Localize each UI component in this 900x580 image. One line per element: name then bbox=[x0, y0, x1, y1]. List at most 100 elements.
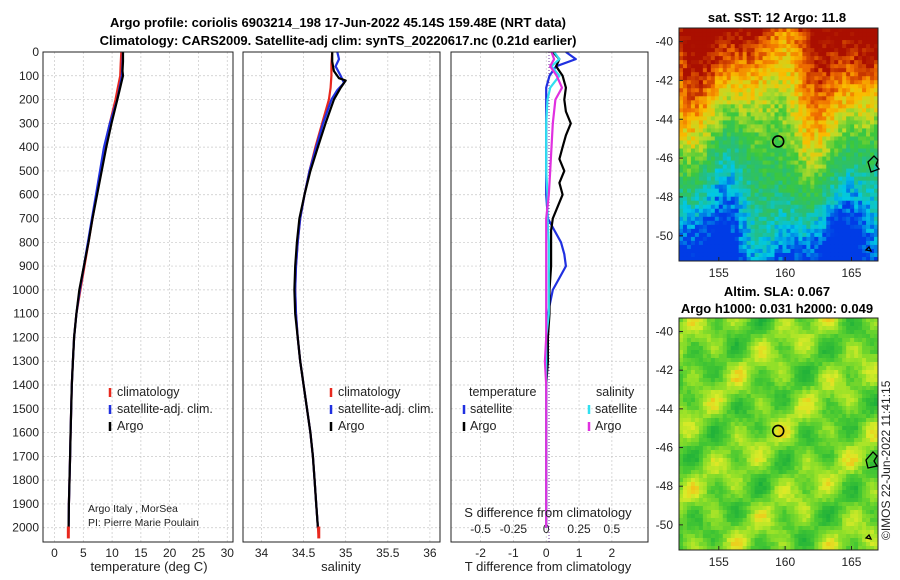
heatmap-cell bbox=[722, 104, 728, 109]
heatmap-cell bbox=[790, 382, 796, 387]
heatmap-cell bbox=[842, 394, 847, 399]
heatmap-cell bbox=[794, 370, 799, 375]
heatmap-cell bbox=[854, 236, 859, 242]
heatmap-cell bbox=[722, 88, 728, 93]
heatmap-cell bbox=[866, 108, 871, 113]
heatmap-cell bbox=[822, 462, 827, 467]
heatmap-cell bbox=[846, 354, 851, 359]
heatmap-cell bbox=[822, 326, 827, 331]
heatmap-cell bbox=[802, 176, 807, 182]
heatmap-cell bbox=[786, 196, 792, 202]
heatmap-cell bbox=[838, 402, 843, 407]
heatmap-cell bbox=[790, 224, 796, 230]
heatmap-cell bbox=[770, 96, 776, 101]
heatmap-cell bbox=[794, 216, 799, 222]
heatmap-cell bbox=[766, 426, 772, 431]
heatmap-cell bbox=[838, 422, 843, 427]
heatmap-cell bbox=[850, 402, 855, 407]
heatmap-cell bbox=[842, 160, 847, 166]
heatmap-cell bbox=[862, 354, 867, 359]
heatmap-cell bbox=[846, 454, 851, 459]
heatmap-cell bbox=[818, 32, 823, 37]
heatmap-cell bbox=[730, 64, 736, 69]
heatmap-cell bbox=[806, 462, 811, 467]
heatmap-cell bbox=[850, 128, 855, 134]
heatmap-cell bbox=[750, 172, 756, 178]
heatmap-cell bbox=[754, 136, 760, 142]
heatmap-cell bbox=[730, 120, 736, 126]
heatmap-cell bbox=[802, 406, 807, 411]
heatmap-cell bbox=[698, 386, 704, 391]
heatmap-cell bbox=[758, 216, 764, 222]
heatmap-cell bbox=[679, 148, 684, 154]
heatmap-cell bbox=[686, 148, 692, 154]
heatmap-cell bbox=[802, 100, 807, 105]
heatmap-cell bbox=[798, 422, 803, 427]
heatmap-cell bbox=[866, 40, 871, 45]
heatmap-cell bbox=[866, 144, 871, 150]
heatmap-cell bbox=[834, 204, 839, 210]
heatmap-cell bbox=[830, 100, 835, 105]
heatmap-cell bbox=[802, 374, 807, 379]
heatmap-cell bbox=[834, 196, 839, 202]
heatmap-cell bbox=[854, 422, 859, 427]
heatmap-cell bbox=[718, 68, 724, 73]
heatmap-cell bbox=[870, 366, 875, 371]
heatmap-cell bbox=[814, 406, 819, 411]
heatmap-cell bbox=[686, 374, 692, 379]
heatmap-cell bbox=[698, 438, 704, 443]
heatmap-cell bbox=[774, 160, 780, 166]
heatmap-cell bbox=[794, 232, 799, 238]
heatmap-cell bbox=[834, 36, 839, 41]
heatmap-cell bbox=[738, 72, 744, 77]
heatmap-cell bbox=[778, 418, 784, 423]
heatmap-cell bbox=[870, 128, 875, 134]
heatmap-cell bbox=[730, 200, 736, 206]
heatmap-cell bbox=[870, 374, 875, 379]
heatmap-cell bbox=[798, 402, 803, 407]
heatmap-cell bbox=[846, 164, 851, 170]
heatmap-cell bbox=[718, 414, 724, 419]
heatmap-cell bbox=[754, 112, 760, 117]
heatmap-cell bbox=[694, 96, 700, 101]
heatmap-cell bbox=[826, 132, 831, 138]
heatmap-cell bbox=[786, 326, 792, 331]
heatmap-cell bbox=[790, 390, 796, 395]
heatmap-cell bbox=[718, 72, 724, 77]
heatmap-cell bbox=[790, 240, 796, 246]
heatmap-cell bbox=[698, 192, 704, 198]
heatmap-cell bbox=[794, 454, 799, 459]
heatmap-cell bbox=[806, 92, 811, 97]
heatmap-cell bbox=[706, 96, 712, 101]
heatmap-cell bbox=[679, 116, 684, 121]
heatmap-cell bbox=[702, 426, 708, 431]
heatmap-cell bbox=[842, 216, 847, 222]
heatmap-cell bbox=[802, 216, 807, 222]
heatmap-cell bbox=[782, 44, 788, 49]
heatmap-cell bbox=[818, 140, 823, 146]
heatmap-cell bbox=[782, 128, 788, 134]
heatmap-cell bbox=[862, 430, 867, 435]
heatmap-cell bbox=[679, 366, 684, 371]
heatmap-cell bbox=[834, 378, 839, 383]
heatmap-cell bbox=[858, 212, 863, 218]
heatmap-cell bbox=[806, 84, 811, 89]
heatmap-cell bbox=[714, 382, 720, 387]
heatmap-cell bbox=[754, 116, 760, 121]
heatmap-cell bbox=[834, 76, 839, 81]
heatmap-cell bbox=[822, 414, 827, 419]
heatmap-cell bbox=[734, 100, 740, 105]
heatmap-cell bbox=[790, 334, 796, 339]
heatmap-cell bbox=[726, 176, 732, 182]
heatmap-cell bbox=[742, 184, 748, 190]
heatmap-cell bbox=[682, 410, 688, 415]
heatmap-cell bbox=[726, 334, 732, 339]
heatmap-cell bbox=[762, 362, 768, 367]
heatmap-cell bbox=[854, 156, 859, 162]
heatmap-cell bbox=[866, 52, 871, 57]
heatmap-cell bbox=[734, 80, 740, 85]
heatmap-cell bbox=[774, 136, 780, 142]
heatmap-cell bbox=[682, 180, 688, 186]
heatmap-cell bbox=[710, 68, 716, 73]
heatmap-cell bbox=[706, 84, 712, 89]
